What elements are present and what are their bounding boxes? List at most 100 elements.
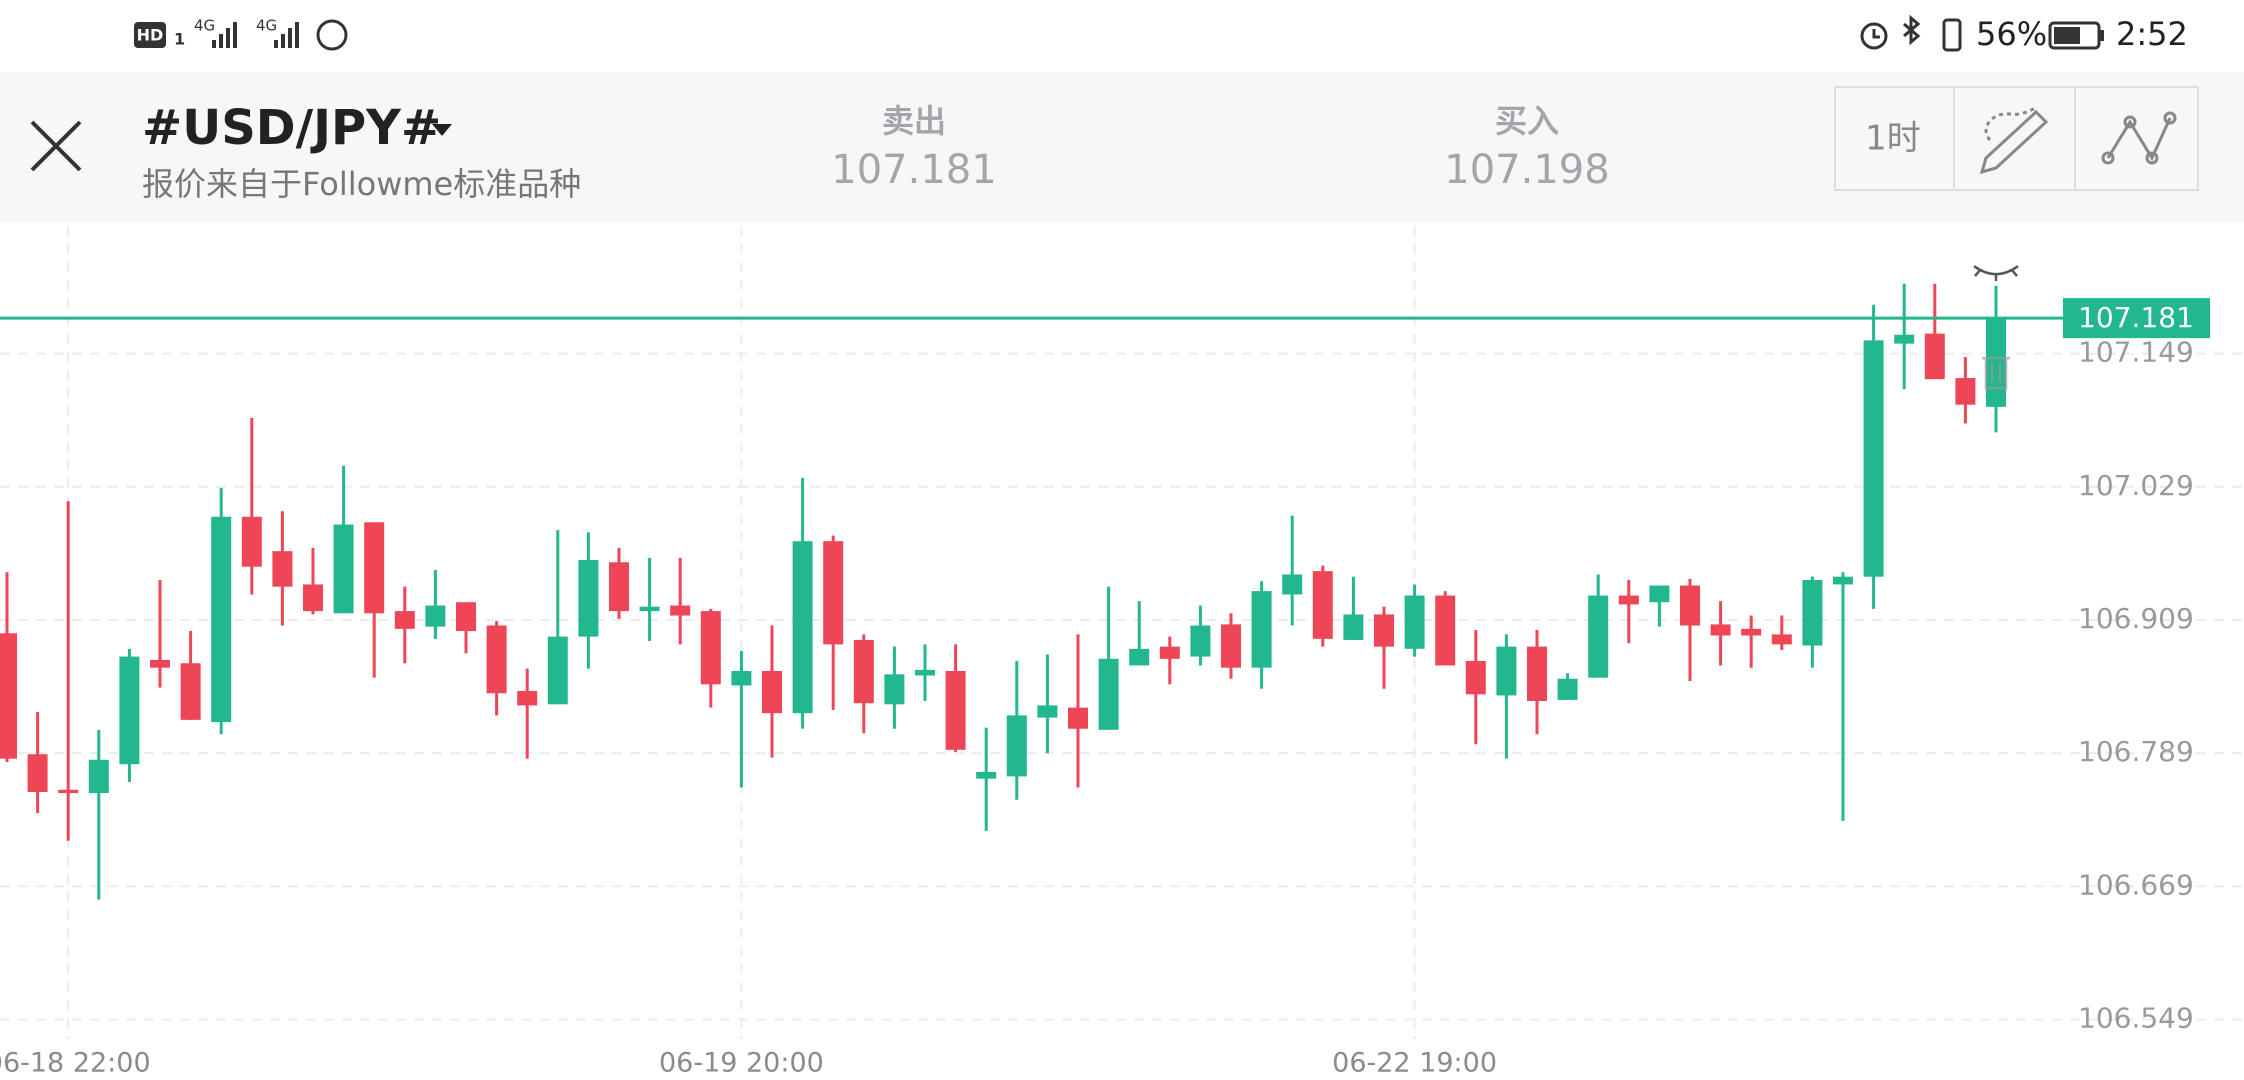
candle-body [792,541,813,714]
y-tick-label: 106.669 [2078,868,2194,901]
candle-body [639,606,660,612]
y-tick-label: 107.149 [2078,336,2194,369]
candle-body [1894,334,1915,344]
network-type: 4G [256,17,277,35]
y-tick-label: 106.909 [2078,602,2194,635]
candle-body [578,560,599,637]
candle-body [1465,661,1486,695]
symbol-dropdown[interactable] [432,124,452,136]
indicator-button[interactable] [2101,111,2177,165]
candle-body [303,584,323,612]
candle-body [211,516,232,723]
candle-body [1618,595,1639,605]
candle-body [0,633,17,759]
signal-2 [274,22,299,48]
sell-label: 卖出 [882,102,946,140]
x-tick-label: 06-19 20:00 [659,1048,824,1079]
quote-source: 报价来自于Followme标准品种 [142,165,581,203]
candle-body [333,524,354,614]
clock: 2:52 [2116,15,2188,53]
candle-body [27,754,48,792]
candle-body [1588,595,1609,678]
candle-body [976,772,997,779]
close-button[interactable] [30,120,82,172]
candle-body [58,789,79,794]
trash-icon [1982,356,2010,390]
candle-body [1649,585,1670,603]
candle-body [1037,705,1058,718]
candle-body [1190,625,1211,657]
candle-body [547,636,568,705]
hd-sim: 1 [174,30,185,49]
battery-percent: 56% [1976,15,2047,53]
candle-body [1680,585,1700,626]
candle-body [1221,624,1241,668]
candle-body [1557,678,1578,700]
app-icon [316,19,348,51]
bluetooth-icon [1903,14,1921,46]
candle-body [1833,576,1853,585]
x-tick-label: 06-22 19:00 [1332,1048,1497,1079]
candle-body [1068,707,1088,729]
symbol[interactable]: #USD/JPY# [142,100,441,156]
candle-body [915,669,935,676]
candle-body [180,663,201,720]
draw-tool-button[interactable] [1979,106,2049,175]
candle-body [394,611,415,629]
candle-body [823,541,844,645]
candle-body [609,562,629,612]
candle-body [425,605,446,627]
last-price-tag [2063,298,2210,339]
candle-body [1343,614,1364,640]
candle-body [1312,571,1333,639]
candle-body [1435,595,1456,666]
eye-icon [1973,265,2019,282]
x-tick-label: 06-18 22:00 [0,1048,151,1079]
candle-body [1404,595,1425,649]
candle-body [241,516,262,567]
candle-body [1802,580,1823,646]
timeframe-button[interactable]: 1时 [1865,119,1921,159]
candle-body [1129,648,1150,666]
candle-body [119,656,140,765]
signal-1 [212,22,237,48]
candle-body [945,671,966,750]
chart: 106.549 106.669 106.789 106.909 107.029 107.1… [0,226,2244,1079]
hd-badge [134,22,166,48]
candle-body [1986,318,2006,407]
candle-body [1955,378,1976,405]
candle-body [364,522,385,614]
sell-price[interactable]: 107.181 [831,147,996,193]
candle-body [762,671,782,714]
candle-body [517,690,538,706]
y-tick-label: 107.029 [2078,469,2194,502]
vibrate-icon [1942,18,1962,52]
candle-body [884,674,905,705]
candle-body [1741,628,1762,636]
candle-body [731,671,752,686]
candle-body [853,639,874,704]
alarm-icon [1860,22,1888,50]
network-type: 4G [194,17,215,35]
candle-body [1282,574,1303,595]
toolbar [1834,86,2199,191]
buy-label: 买入 [1495,102,1559,140]
candle-body [1527,646,1547,701]
candle-body [1251,591,1272,668]
battery-icon [2048,21,2104,50]
candle-body [1924,333,1945,380]
candle-body [1710,624,1731,636]
candle-body [1374,614,1394,647]
candle-body [1159,646,1180,659]
candle-body [1863,340,1884,577]
hd-text: HD [137,26,164,45]
candle-body [700,611,721,685]
candle-body [1771,634,1792,645]
candle-body [272,551,293,587]
candle-body [1496,646,1517,696]
candle-body [1006,715,1027,777]
buy-price[interactable]: 107.198 [1444,147,1609,193]
status-bar [0,0,2244,72]
